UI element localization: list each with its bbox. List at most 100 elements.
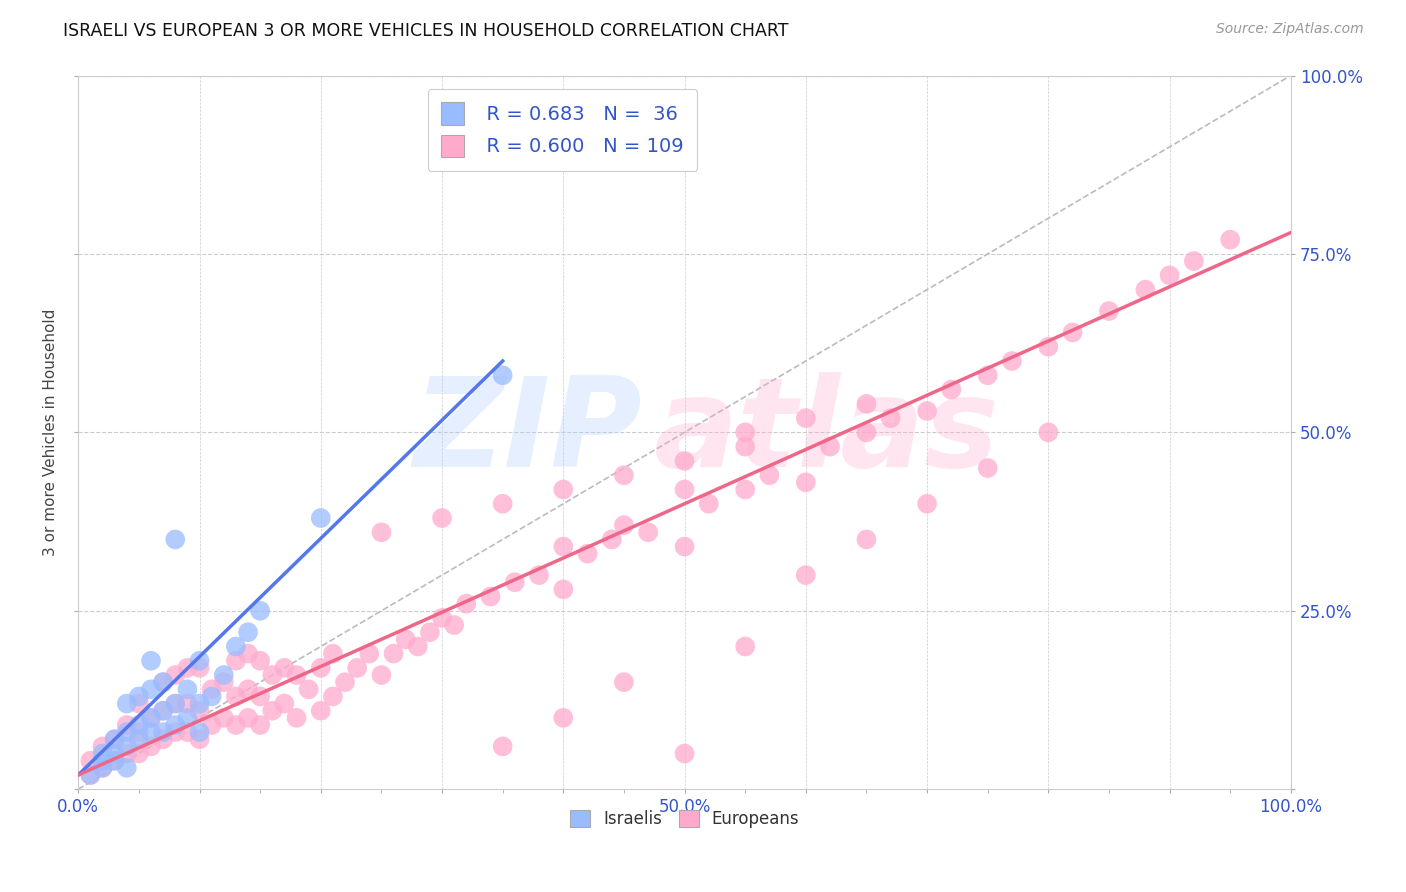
Point [553, 483, 575, 497]
Point [794, 475, 817, 490]
Point [346, 661, 368, 675]
Point [128, 725, 150, 739]
Point [176, 711, 198, 725]
Point [104, 754, 127, 768]
Point [236, 625, 259, 640]
Point [1062, 326, 1084, 340]
Point [794, 411, 817, 425]
Point [152, 675, 174, 690]
Point [104, 732, 127, 747]
Point [165, 668, 187, 682]
Point [855, 425, 877, 440]
Point [309, 704, 332, 718]
Point [673, 747, 696, 761]
Point [152, 704, 174, 718]
Point [1159, 268, 1181, 283]
Point [262, 668, 284, 682]
Point [128, 690, 150, 704]
Point [79, 768, 101, 782]
Point [91, 754, 114, 768]
Point [236, 682, 259, 697]
Text: ISRAELI VS EUROPEAN 3 OR MORE VEHICLES IN HOUSEHOLD CORRELATION CHART: ISRAELI VS EUROPEAN 3 OR MORE VEHICLES I… [63, 22, 789, 40]
Point [492, 739, 515, 754]
Point [673, 540, 696, 554]
Point [613, 468, 636, 483]
Point [1182, 254, 1205, 268]
Point [165, 725, 187, 739]
Point [527, 568, 550, 582]
Point [152, 725, 174, 739]
Point [553, 582, 575, 597]
Point [225, 640, 247, 654]
Point [322, 690, 344, 704]
Point [406, 640, 429, 654]
Point [91, 761, 114, 775]
Point [600, 533, 623, 547]
Point [79, 768, 101, 782]
Point [79, 754, 101, 768]
Point [188, 654, 211, 668]
Point [201, 682, 224, 697]
Point [734, 483, 756, 497]
Point [794, 568, 817, 582]
Point [212, 668, 235, 682]
Point [443, 618, 465, 632]
Point [139, 711, 162, 725]
Point [139, 739, 162, 754]
Point [818, 440, 841, 454]
Legend: Israelis, Europeans: Israelis, Europeans [562, 803, 806, 834]
Point [1038, 340, 1060, 354]
Point [734, 440, 756, 454]
Point [115, 761, 138, 775]
Point [128, 718, 150, 732]
Point [697, 497, 720, 511]
Point [236, 647, 259, 661]
Y-axis label: 3 or more Vehicles in Household: 3 or more Vehicles in Household [44, 309, 58, 556]
Point [309, 511, 332, 525]
Point [262, 704, 284, 718]
Point [333, 675, 356, 690]
Point [176, 661, 198, 675]
Point [915, 497, 938, 511]
Point [673, 483, 696, 497]
Point [395, 632, 418, 647]
Point [165, 697, 187, 711]
Point [115, 697, 138, 711]
Point [430, 511, 453, 525]
Point [309, 661, 332, 675]
Point [576, 547, 599, 561]
Point [456, 597, 478, 611]
Point [152, 675, 174, 690]
Point [734, 425, 756, 440]
Point [734, 640, 756, 654]
Point [976, 368, 998, 383]
Point [201, 718, 224, 732]
Point [165, 697, 187, 711]
Point [879, 411, 901, 425]
Point [104, 732, 127, 747]
Point [188, 697, 211, 711]
Point [249, 718, 271, 732]
Point [91, 761, 114, 775]
Point [236, 711, 259, 725]
Point [419, 625, 441, 640]
Point [370, 525, 392, 540]
Point [249, 604, 271, 618]
Point [503, 575, 526, 590]
Point [613, 675, 636, 690]
Point [225, 718, 247, 732]
Point [976, 461, 998, 475]
Point [855, 397, 877, 411]
Point [139, 682, 162, 697]
Point [139, 711, 162, 725]
Point [188, 732, 211, 747]
Point [225, 654, 247, 668]
Point [249, 690, 271, 704]
Point [176, 682, 198, 697]
Point [613, 518, 636, 533]
Point [165, 533, 187, 547]
Point [115, 718, 138, 732]
Point [115, 739, 138, 754]
Point [673, 454, 696, 468]
Point [553, 711, 575, 725]
